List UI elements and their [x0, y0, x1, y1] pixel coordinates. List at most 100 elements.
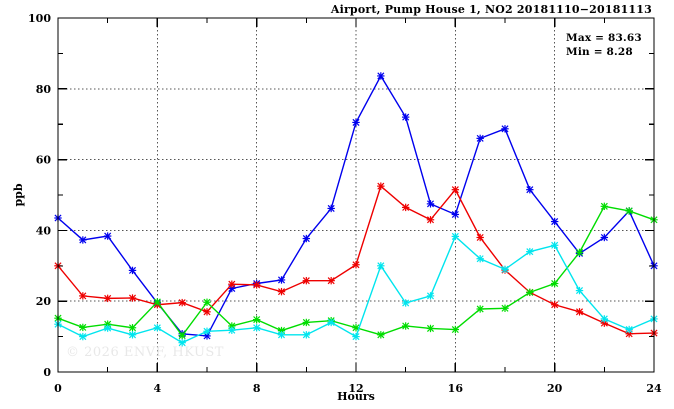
- x-axis-tick-label: 4: [154, 382, 162, 395]
- data-point-marker: [103, 294, 112, 303]
- data-point-marker: [252, 315, 261, 324]
- data-point-marker: [625, 325, 633, 334]
- data-point-marker: [377, 182, 385, 190]
- x-axis-tick-label: 0: [54, 382, 62, 395]
- axis-tick-labels: 0 20 40 60 80 100 0 4 8 12 16 20 24: [28, 12, 662, 395]
- data-point-marker: [228, 326, 236, 334]
- data-point-marker: [203, 308, 211, 316]
- data-point-marker: [252, 281, 261, 289]
- data-point-marker: [103, 232, 112, 240]
- data-point-marker: [128, 294, 137, 302]
- data-point-marker: [501, 265, 509, 274]
- x-axis-tick-label: 12: [348, 382, 363, 395]
- data-series-layer: [54, 72, 658, 347]
- data-point-marker: [352, 332, 360, 341]
- y-axis-tick-label: 100: [28, 12, 51, 25]
- data-point-marker: [476, 233, 484, 242]
- data-point-marker: [178, 338, 186, 347]
- data-point-marker: [252, 324, 261, 332]
- data-point-marker: [476, 305, 484, 313]
- data-point-marker: [625, 207, 633, 215]
- data-point-marker: [377, 72, 385, 80]
- data-point-marker: [550, 241, 559, 249]
- data-point-marker: [302, 234, 311, 243]
- data-point-marker: [377, 262, 385, 270]
- x-axis-title: Hours: [337, 390, 375, 403]
- data-point-marker: [600, 202, 609, 211]
- data-point-marker: [476, 255, 484, 263]
- x-axis-tick-label: 16: [448, 382, 464, 395]
- data-point-marker: [79, 323, 87, 332]
- data-point-marker: [476, 134, 484, 143]
- data-point-marker: [526, 247, 534, 256]
- axis-titles: Hours ppb: [12, 183, 375, 403]
- data-point-marker: [550, 279, 559, 288]
- data-point-marker: [327, 276, 335, 285]
- data-point-marker: [327, 204, 335, 213]
- data-point-marker: [79, 332, 87, 341]
- data-point-marker: [401, 203, 410, 212]
- data-point-marker: [153, 324, 162, 332]
- stats-annotation: Max = 83.63 Min = 8.28: [566, 32, 642, 58]
- data-point-marker: [550, 301, 559, 309]
- y-axis-tick-label: 40: [36, 224, 52, 237]
- chart-title: Airport, Pump House 1, NO2 20181110−2018…: [330, 3, 652, 16]
- y-axis-tick-label: 80: [36, 83, 52, 96]
- data-point-marker: [352, 118, 360, 127]
- data-point-marker: [401, 299, 410, 307]
- x-axis-tick-label: 24: [646, 382, 662, 395]
- data-point-marker: [575, 308, 584, 316]
- data-point-marker: [550, 217, 559, 226]
- x-axis-tick-label: 8: [253, 382, 261, 395]
- data-point-marker: [426, 324, 435, 333]
- y-axis-tick-label: 0: [43, 366, 51, 379]
- data-point-marker: [426, 200, 435, 208]
- y-axis-title: ppb: [12, 183, 25, 206]
- data-point-marker: [501, 304, 509, 312]
- data-point-marker: [526, 288, 534, 297]
- data-point-marker: [327, 318, 335, 327]
- data-point-marker: [302, 318, 311, 327]
- data-point-marker: [600, 233, 609, 242]
- data-point-marker: [451, 232, 460, 241]
- x-axis-tick-label: 20: [547, 382, 563, 395]
- data-point-marker: [178, 298, 186, 307]
- data-point-marker: [575, 286, 584, 295]
- max-value-label: Max = 83.63: [566, 32, 642, 44]
- axis-ticks: [57, 17, 655, 373]
- data-point-marker: [401, 322, 410, 330]
- y-axis-tick-label: 60: [36, 154, 52, 167]
- data-point-marker: [128, 266, 137, 275]
- data-point-marker: [401, 113, 410, 121]
- data-point-marker: [277, 287, 286, 296]
- data-point-marker: [451, 210, 460, 219]
- data-point-marker: [128, 331, 137, 339]
- series-red: [54, 182, 658, 338]
- data-point-marker: [79, 236, 87, 244]
- data-point-marker: [277, 276, 286, 284]
- data-point-marker: [228, 280, 236, 288]
- data-point-marker: [178, 331, 186, 340]
- data-point-marker: [352, 261, 360, 269]
- data-point-marker: [302, 331, 311, 339]
- data-point-marker: [426, 216, 435, 224]
- data-point-marker: [451, 325, 460, 334]
- min-value-label: Min = 8.28: [566, 46, 633, 58]
- data-point-marker: [153, 298, 162, 306]
- data-point-marker: [575, 248, 584, 257]
- data-point-marker: [203, 298, 211, 306]
- watermark-label: © 2026 ENVF, HKUST: [66, 345, 224, 360]
- data-point-marker: [426, 292, 435, 300]
- data-point-marker: [302, 276, 311, 285]
- data-point-marker: [451, 185, 460, 194]
- data-point-marker: [203, 327, 211, 335]
- data-point-marker: [377, 331, 385, 339]
- data-point-marker: [103, 324, 112, 332]
- data-point-marker: [128, 324, 137, 332]
- data-point-marker: [600, 315, 609, 323]
- watermark: © 2026 ENVF, HKUST: [66, 345, 224, 360]
- data-point-marker: [277, 331, 286, 339]
